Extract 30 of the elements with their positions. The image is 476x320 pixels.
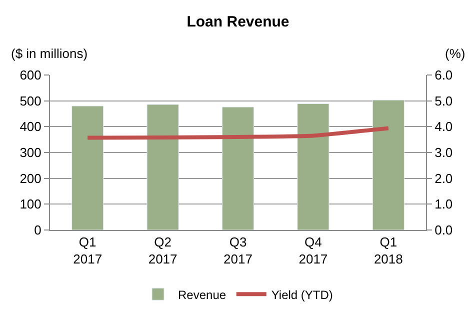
bar: [72, 106, 104, 230]
y2-tick-label: 1.0: [434, 196, 453, 212]
x-tick-label: Q1 2018: [374, 234, 403, 266]
x-tick-label: Q4 2017: [298, 234, 328, 266]
chart-title: Loan Revenue: [186, 14, 290, 30]
y-tick-label: 200: [20, 170, 42, 186]
y2-tick-label: 6.0: [434, 68, 453, 83]
y-tick-label: 600: [20, 68, 42, 83]
bar: [372, 100, 404, 230]
y-axis-title: ($ in millions): [11, 46, 88, 61]
bar: [297, 103, 330, 230]
y-tick-label: 500: [20, 93, 42, 108]
bar: [222, 106, 254, 230]
y2-tick-label: 0.0: [434, 222, 453, 238]
y2-axis-title: (%): [445, 46, 466, 61]
legend-label: Yield (YTD): [271, 288, 333, 302]
line-series: [86, 126, 390, 140]
y-tick-label: 0: [34, 222, 42, 238]
bar: [146, 104, 179, 230]
y2-tick-label: 4.0: [434, 119, 453, 134]
y-tick-label: 400: [20, 119, 42, 134]
y-tick-label: 100: [20, 196, 42, 212]
x-tick-label: Q3 2017: [224, 234, 252, 266]
y-tick-label: 300: [20, 145, 42, 160]
legend-label: Revenue: [178, 288, 226, 302]
x-tick-label: Q2 2017: [148, 234, 178, 266]
y2-tick-label: 5.0: [434, 93, 453, 108]
x-tick-label: Q1 2017: [73, 234, 102, 266]
y2-tick-label: 3.0: [434, 145, 453, 160]
y2-tick-label: 2.0: [434, 170, 453, 186]
